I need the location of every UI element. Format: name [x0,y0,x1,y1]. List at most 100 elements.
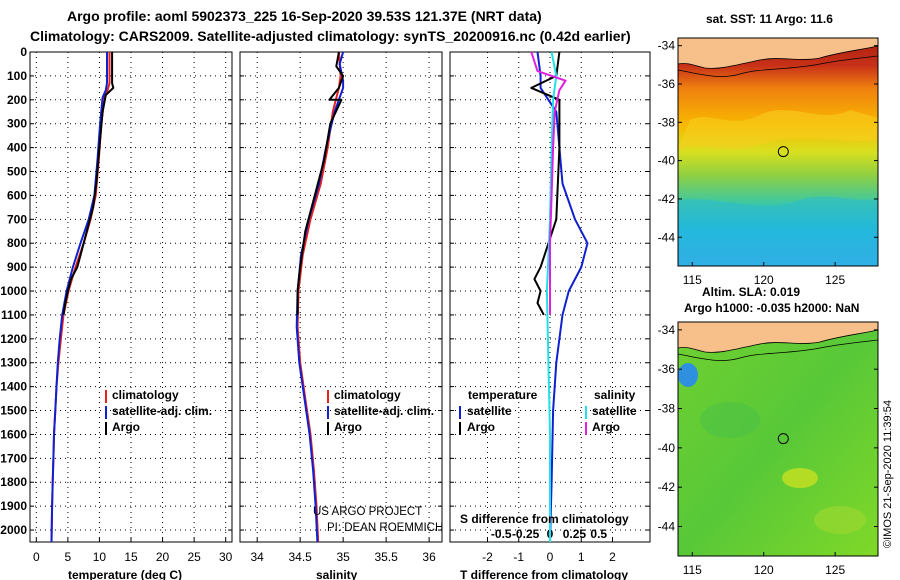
s-tick-label: -0.5 [491,527,512,541]
credit-line1: US ARGO PROJECT [313,506,422,518]
salinity-xlabel: salinity [316,568,358,580]
depth-tick-label: 800 [7,236,27,250]
land-mass [678,322,878,353]
sst-map: sat. SST: 11 Argo: 11.6 -34-36-38-40-42-… [658,12,879,287]
x-tick-label: 34 [251,550,265,564]
depth-tick-label: 1700 [0,451,27,465]
sla-map-title1: Altim. SLA: 0.019 [702,285,800,299]
depth-tick-label: 1500 [0,404,27,418]
lat-tick-label: -38 [658,402,676,416]
series-line-argo [296,51,345,315]
legend-t-argo-label: Argo [467,420,495,434]
s-tick-label: 0.25 [563,527,587,541]
legend-argo-label: Argo [112,420,140,434]
difference-panel: -2 -1 0 1 2-0.5 -0.25 0 0.25 0.5 [449,51,651,564]
depth-tick-label: 200 [7,93,27,107]
lat-tick-label: -44 [658,230,676,244]
sst-map-title: sat. SST: 11 Argo: 11.6 [706,12,833,26]
x-tick-label: 5 [65,550,72,564]
sst-cool-patch [678,196,878,266]
depth-tick-label: 500 [7,165,27,179]
depth-tick-label: 1400 [0,380,27,394]
s-difference-label: S difference from climatology [460,512,629,526]
legend-satellite-label: satellite-adj. clim. [112,404,212,418]
lon-tick-label: 125 [825,563,845,577]
depth-tick-label: 700 [7,212,27,226]
lat-tick-label: -36 [658,77,676,91]
series-line-s-argo [530,51,567,315]
sla-patch [814,506,866,534]
series-line-satellite-adj-clim- [50,52,108,543]
x-tick-label: -1 [513,550,524,564]
x-tick-label: 35.5 [374,550,398,564]
legend-s-satellite-label: satellite [592,404,637,418]
legend-climatology-label: climatology [334,388,401,402]
lat-tick-label: -40 [658,154,676,168]
lat-tick-label: -36 [658,362,676,376]
legend-s-argo-label: Argo [592,420,620,434]
depth-tick-label: 0 [20,45,27,59]
temperature-xlabel: temperature (deg C) [68,568,182,580]
salinity-panel: 34 34.5 35 35.5 36 [239,51,443,564]
series-line-t-satellite [536,51,589,543]
depth-tick-label: 1100 [1,308,27,322]
series-line-t-argo [530,51,561,316]
legend-climatology-label: climatology [112,388,179,402]
sla-low-patch [678,363,698,387]
land-mass [678,38,878,69]
x-tick-label: 30 [219,550,233,564]
difference-xlabel: T difference from climatology [460,568,628,580]
depth-tick-label: 100 [7,69,27,83]
x-tick-label: 34.5 [288,550,312,564]
sla-map-title2: Argo h1000: -0.035 h2000: NaN [684,301,859,315]
depth-tick-label: 300 [7,117,27,131]
x-tick-label: 15 [124,550,138,564]
sla-patch [700,402,760,438]
lat-tick-label: -42 [658,480,676,494]
depth-tick-label: 400 [7,141,27,155]
sla-high-patch [782,468,818,488]
temperature-legend: climatology satellite-adj. clim. Argo [105,388,212,435]
argo-position-marker [777,146,789,158]
lat-tick-label: -34 [658,39,676,53]
depth-tick-label: 1600 [0,427,27,441]
temperature-panel: 0100200300400500600700800900100011001200… [0,45,232,564]
legend-salinity-title: salinity [594,388,636,402]
sla-map-axes: -34 -36 -38 -40 -42 -44 115 120 125 [658,323,878,577]
salinity-legend: climatology satellite-adj. clim. Argo US… [313,388,443,534]
lon-tick-label: 125 [825,273,845,287]
lon-tick-label: 115 [683,273,702,287]
lat-tick-label: -34 [658,323,676,337]
x-tick-label: 35 [336,550,350,564]
x-tick-label: 2 [609,550,616,564]
depth-tick-label: 900 [7,260,27,274]
lon-tick-label: 120 [754,273,774,287]
sst-warm-patch [678,110,878,150]
x-tick-label: 1 [578,550,585,564]
x-tick-label: 0 [33,550,40,564]
depth-tick-label: 1300 [0,356,27,370]
credit-line2: PI: DEAN ROEMMICH [327,522,443,534]
x-tick-label: 10 [93,550,107,564]
s-tick-label: -0.25 [512,527,540,541]
lon-tick-label: 120 [754,563,774,577]
depth-tick-label: 1800 [0,475,27,489]
x-tick-label: 20 [156,550,170,564]
lat-tick-label: -42 [658,192,676,206]
legend-t-satellite-label: satellite [467,404,512,418]
imos-stamp: ©IMOS 21-Sep-2020 11:39:54 [882,400,894,548]
sst-map-axes: -34 -36 -38 -40 -42 -44 115 120 125 [658,39,878,287]
lat-tick-label: -40 [658,441,676,455]
sla-map: Altim. SLA: 0.019 Argo h1000: -0.035 h20… [658,285,879,577]
depth-tick-label: 600 [7,188,27,202]
x-tick-label: 25 [187,550,201,564]
x-tick-label: -2 [482,550,493,564]
plot-frame [239,51,443,543]
header-line2: Climatology: CARS2009. Satellite-adjuste… [30,28,631,44]
bathymetry-contour [678,339,878,361]
difference-legend: temperature salinity satellite Argo sate… [459,388,637,526]
bathymetry-contour [678,55,878,77]
lat-tick-label: -44 [658,520,676,534]
legend-argo-label: Argo [334,420,362,434]
depth-tick-label: 1200 [0,332,27,346]
